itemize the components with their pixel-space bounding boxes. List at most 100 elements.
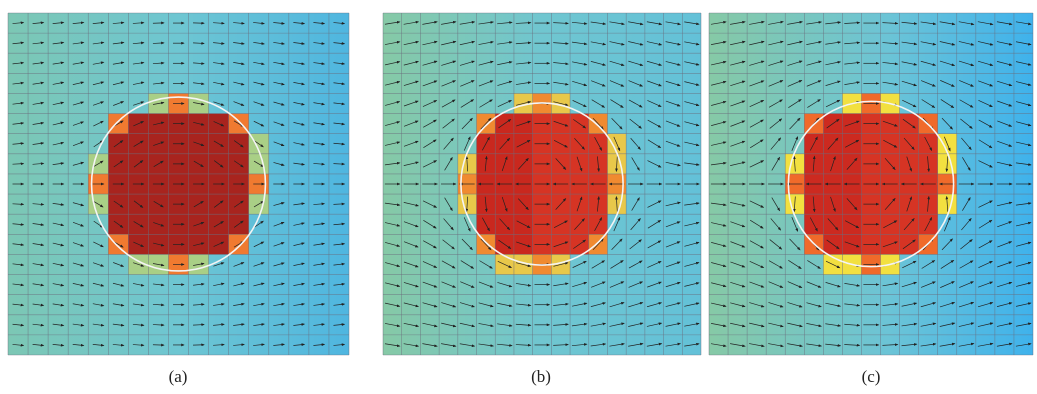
vector-arrow bbox=[977, 322, 994, 327]
vector-arrow bbox=[478, 343, 494, 347]
vector-arrow bbox=[133, 160, 144, 168]
vector-arrow bbox=[233, 323, 245, 326]
vector-arrow bbox=[768, 80, 784, 87]
vector-arrow bbox=[152, 41, 165, 45]
vector-arrow bbox=[574, 137, 585, 150]
vector-arrow bbox=[787, 322, 803, 328]
vector-arrow bbox=[72, 323, 85, 327]
vector-arrow bbox=[423, 240, 437, 249]
vector-arrow bbox=[902, 260, 917, 269]
vector-arrow bbox=[768, 40, 784, 46]
vector-arrow bbox=[920, 41, 937, 46]
vector-arrow bbox=[273, 61, 285, 66]
vector-arrow bbox=[710, 323, 727, 328]
vector-arrow bbox=[384, 60, 401, 66]
vector-arrow bbox=[882, 81, 899, 86]
vector-arrow bbox=[133, 262, 145, 267]
vector-arrow bbox=[293, 282, 305, 286]
vector-arrow bbox=[313, 222, 326, 226]
vector-arrow bbox=[515, 61, 532, 65]
vector-arrow bbox=[443, 218, 454, 231]
vector-arrow bbox=[920, 21, 937, 26]
vector-arrow bbox=[384, 161, 401, 166]
vector-arrow bbox=[253, 343, 265, 347]
vector-arrow bbox=[213, 262, 225, 267]
vector-arrow bbox=[333, 142, 346, 146]
vector-arrow bbox=[749, 240, 764, 249]
vector-arrow bbox=[333, 102, 346, 106]
vector-arrow bbox=[629, 118, 642, 129]
vector-arrow bbox=[830, 196, 836, 213]
vector-arrow bbox=[789, 238, 801, 251]
vector-arrow bbox=[730, 100, 746, 107]
vector-arrow bbox=[943, 136, 951, 152]
vector-arrow bbox=[32, 202, 45, 206]
vector-arrow bbox=[482, 136, 490, 151]
vector-arrow bbox=[273, 242, 285, 247]
vector-arrow bbox=[906, 156, 912, 172]
vector-arrow bbox=[32, 162, 45, 166]
vector-arrow bbox=[233, 220, 244, 228]
vector-arrow bbox=[253, 282, 265, 287]
vector-arrow bbox=[333, 323, 346, 326]
vector-arrow bbox=[825, 21, 842, 25]
vector-arrow bbox=[665, 100, 681, 107]
vector-arrow bbox=[730, 20, 746, 25]
vector-arrow bbox=[193, 41, 205, 45]
vector-arrow bbox=[112, 81, 125, 86]
vector-arrow bbox=[32, 61, 45, 65]
vector-arrow bbox=[12, 162, 25, 166]
vector-arrow bbox=[572, 100, 587, 108]
vector-arrow bbox=[958, 322, 975, 327]
vector-arrow bbox=[213, 282, 225, 287]
vector-arrow bbox=[515, 303, 532, 307]
vector-arrow bbox=[213, 121, 225, 127]
vector-arrow bbox=[959, 80, 974, 87]
vector-arrow bbox=[233, 200, 244, 208]
vector-arrow bbox=[572, 80, 588, 87]
vector-arrow bbox=[385, 80, 401, 86]
vector-arrow bbox=[749, 302, 765, 308]
vector-arrow bbox=[32, 142, 45, 145]
vector-arrow bbox=[684, 141, 700, 147]
vector-arrow bbox=[996, 21, 1013, 26]
vector-arrow bbox=[112, 343, 125, 347]
vector-arrow bbox=[93, 120, 104, 127]
vector-arrow bbox=[273, 101, 285, 106]
vector-arrow bbox=[571, 343, 588, 347]
vector-arrow bbox=[883, 220, 898, 229]
vector-arrow bbox=[710, 343, 727, 348]
vector-arrow bbox=[806, 40, 822, 45]
vector-arrow bbox=[830, 155, 836, 172]
vector-arrow bbox=[422, 200, 438, 208]
vector-arrow bbox=[665, 342, 682, 347]
vector-arrow bbox=[133, 221, 144, 228]
vector-arrow bbox=[403, 40, 420, 46]
vector-arrow bbox=[32, 21, 45, 25]
vector-arrow bbox=[684, 21, 700, 26]
vector-arrow bbox=[515, 262, 532, 267]
vector-arrow bbox=[628, 342, 644, 347]
vector-arrow bbox=[646, 322, 663, 327]
vector-arrow bbox=[730, 161, 746, 166]
vector-arrow bbox=[459, 60, 476, 66]
vector-arrow bbox=[901, 302, 918, 307]
vector-arrow bbox=[573, 119, 587, 129]
vector-arrow bbox=[920, 281, 936, 288]
vector-arrow bbox=[132, 323, 145, 327]
vector-arrow bbox=[113, 220, 124, 228]
vector-arrow bbox=[403, 221, 419, 228]
vector-arrow bbox=[441, 260, 456, 269]
vector-arrow bbox=[553, 302, 569, 306]
vector-arrow bbox=[787, 281, 803, 288]
vector-arrow bbox=[749, 100, 765, 108]
vector-arrow bbox=[572, 281, 588, 288]
vector-arrow bbox=[978, 200, 993, 208]
vector-arrow bbox=[924, 216, 933, 232]
vector-arrow bbox=[498, 118, 512, 129]
vector-arrow bbox=[553, 282, 569, 287]
vector-arrow bbox=[293, 82, 305, 86]
vector-arrow bbox=[12, 303, 25, 307]
vector-arrow bbox=[459, 322, 476, 328]
vector-arrow bbox=[333, 42, 346, 45]
